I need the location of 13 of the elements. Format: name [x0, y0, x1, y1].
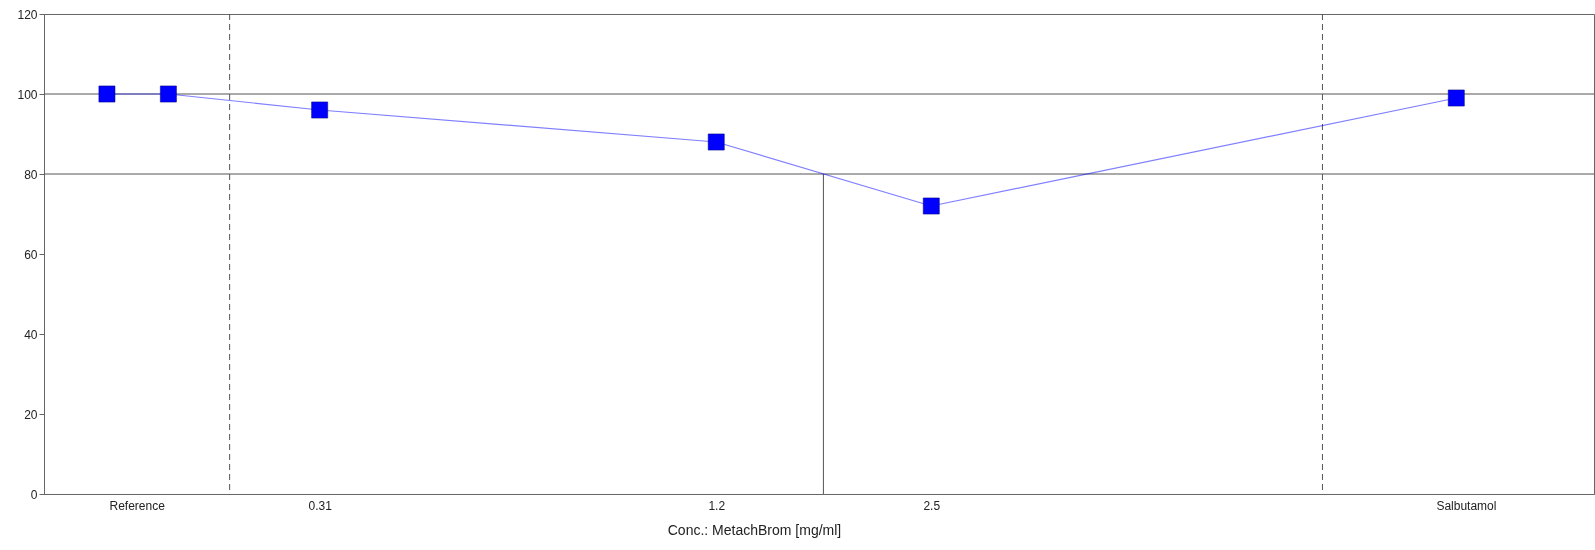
y-tick-label: 120: [17, 7, 38, 22]
y-tick-label: 40: [24, 327, 38, 342]
x-tick-label: Reference: [109, 498, 166, 513]
x-tick-label: Salbutamol: [1436, 498, 1497, 513]
x-axis-title: Conc.: MetachBrom [mg/ml]: [667, 521, 842, 538]
x-tick-label: 0.31: [308, 498, 333, 513]
y-tick-label: 0: [30, 487, 38, 502]
y-tick-label: 80: [24, 167, 38, 182]
x-tick-label: 1.2: [708, 498, 726, 513]
y-tick-label: 20: [24, 407, 38, 422]
y-tick-label: 100: [17, 87, 38, 102]
x-tick-label: 2.5: [923, 498, 941, 513]
y-tick-label: 60: [24, 247, 38, 262]
